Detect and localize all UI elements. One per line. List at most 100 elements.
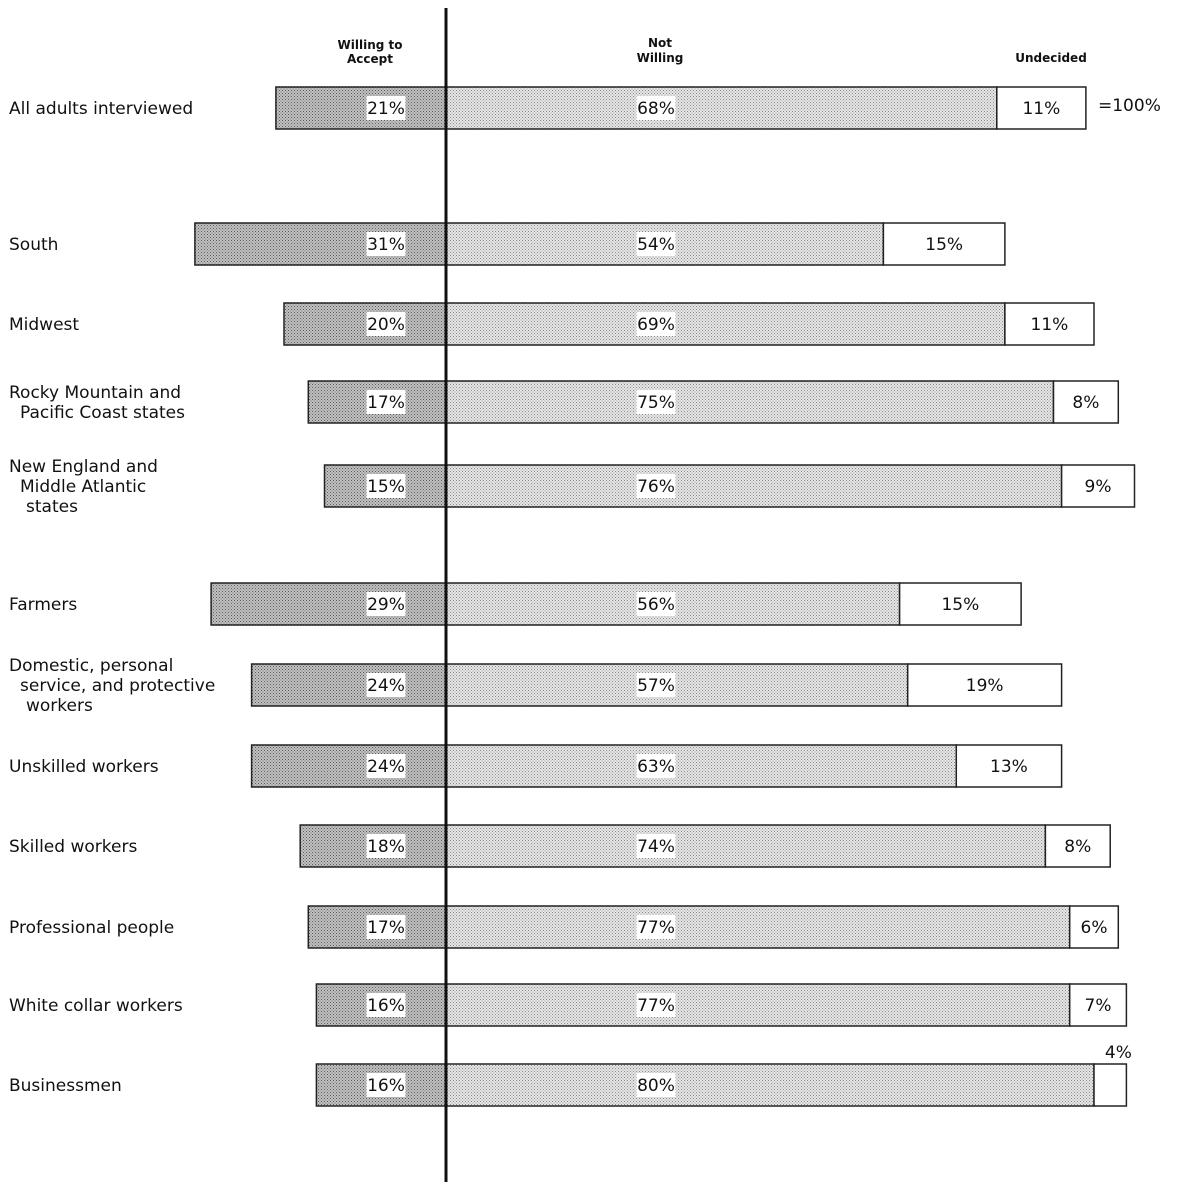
value-label-willing-group: 31% <box>366 232 406 256</box>
bar-not-willing <box>445 663 909 707</box>
bar-undecided <box>1068 983 1128 1027</box>
value-label-not-willing-group: 76% <box>636 474 676 498</box>
value-label-willing-group: 24% <box>366 754 406 778</box>
bar-willing <box>250 744 447 788</box>
header-willing-line1: Willing to <box>338 38 403 52</box>
value-label-willing: 17% <box>367 393 405 413</box>
bar-undecided <box>906 663 1063 707</box>
header-undecided: Undecided <box>1015 51 1087 65</box>
value-label-willing-group: 24% <box>366 673 406 697</box>
bar-not-willing <box>445 824 1047 868</box>
value-label-not-willing: 77% <box>637 918 675 938</box>
value-label-willing-backing <box>366 1073 406 1097</box>
value-label-not-willing: 75% <box>637 393 675 413</box>
value-label-not-willing-group: 77% <box>636 915 676 939</box>
category-label: Midwest <box>9 315 79 335</box>
bar-willing <box>275 86 447 130</box>
category-label: Pacific Coast states <box>20 403 185 423</box>
bar-willing <box>210 582 447 626</box>
category-label: White collar workers <box>9 996 183 1016</box>
category-label: Rocky Mountain and <box>9 383 181 403</box>
value-label-undecided-group: 11% <box>1022 99 1060 119</box>
total-100-percent-note: =100% <box>1098 96 1161 116</box>
value-label-not-willing: 54% <box>637 235 675 255</box>
value-label-not-willing-backing <box>636 754 676 778</box>
value-label-not-willing-group: 74% <box>636 834 676 858</box>
value-label-not-willing-backing <box>636 673 676 697</box>
bar-undecided <box>1052 380 1120 424</box>
value-label-not-willing-backing <box>636 96 676 120</box>
value-label-undecided: 11% <box>1022 99 1060 119</box>
value-label-not-willing-backing <box>636 312 676 336</box>
bar-not-willing <box>445 86 998 130</box>
value-label-undecided: 13% <box>990 757 1028 777</box>
bar-not-willing <box>445 983 1071 1027</box>
value-label-undecided-group: 13% <box>990 757 1028 777</box>
value-label-not-willing: 68% <box>637 99 675 119</box>
value-label-willing-backing <box>366 96 406 120</box>
value-label-willing-backing <box>366 993 406 1017</box>
category-label: Middle Atlantic <box>20 477 146 497</box>
value-label-not-willing-group: 54% <box>636 232 676 256</box>
value-label-not-willing: 56% <box>637 595 675 615</box>
value-label-willing-backing <box>366 754 406 778</box>
bar-undecided <box>955 744 1063 788</box>
category-label: South <box>9 235 58 255</box>
value-label-undecided-group: 15% <box>925 235 963 255</box>
bar-undecided <box>1093 1063 1128 1107</box>
bar-row: Midwest 20% 69% 11% <box>9 302 1095 346</box>
value-label-willing-group: 17% <box>366 390 406 414</box>
value-label-not-willing-group: 75% <box>636 390 676 414</box>
value-label-willing-group: 17% <box>366 915 406 939</box>
value-label-willing-group: 20% <box>366 312 406 336</box>
value-label-not-willing-backing <box>636 834 676 858</box>
value-label-undecided: 4% <box>1105 1043 1132 1063</box>
bar-willing <box>250 663 447 707</box>
bar-willing <box>194 222 447 266</box>
bar-row: All adults interviewed 21% 68% 11% <box>9 86 1087 130</box>
value-label-willing-backing <box>366 592 406 616</box>
value-label-undecided-group: 6% <box>1081 918 1108 938</box>
bar-not-willing <box>445 464 1063 508</box>
header-not-willing-line1: Not <box>648 36 672 50</box>
value-label-not-willing: 80% <box>637 1076 675 1096</box>
bar-undecided <box>1068 905 1120 949</box>
category-label: Unskilled workers <box>9 757 159 777</box>
value-label-willing: 24% <box>367 757 405 777</box>
value-label-willing-group: 18% <box>366 834 406 858</box>
value-label-not-willing-backing <box>636 474 676 498</box>
value-label-not-willing-backing <box>636 915 676 939</box>
bar-undecided <box>996 86 1087 130</box>
bar-rows: All adults interviewed 21% 68% 11% South 31% 5… <box>9 86 1136 1107</box>
value-label-willing-group: 16% <box>366 1073 406 1097</box>
value-label-willing-backing <box>366 390 406 414</box>
value-label-willing-group: 15% <box>366 474 406 498</box>
bar-undecided <box>898 582 1022 626</box>
bar-undecided <box>882 222 1006 266</box>
value-label-not-willing-backing <box>636 993 676 1017</box>
category-label: Domestic, personal <box>9 656 173 676</box>
value-label-undecided: 6% <box>1081 918 1108 938</box>
header-willing-line2: Accept <box>347 52 393 66</box>
value-label-not-willing-backing <box>636 390 676 414</box>
bar-not-willing <box>445 744 958 788</box>
value-label-willing: 18% <box>367 837 405 857</box>
value-label-not-willing-group: 57% <box>636 673 676 697</box>
value-label-not-willing: 63% <box>637 757 675 777</box>
value-label-undecided: 8% <box>1064 837 1091 857</box>
category-label: New England and <box>9 457 158 477</box>
value-label-willing-backing <box>366 673 406 697</box>
value-label-not-willing-group: 63% <box>636 754 676 778</box>
value-label-willing-group: 29% <box>366 592 406 616</box>
value-label-undecided-group: 8% <box>1064 837 1091 857</box>
value-label-not-willing-backing <box>636 232 676 256</box>
value-label-not-willing-backing <box>636 1073 676 1097</box>
value-label-willing-group: 21% <box>366 96 406 120</box>
value-label-willing-backing <box>366 834 406 858</box>
value-label-not-willing: 69% <box>637 315 675 335</box>
bar-undecided <box>1060 464 1136 508</box>
